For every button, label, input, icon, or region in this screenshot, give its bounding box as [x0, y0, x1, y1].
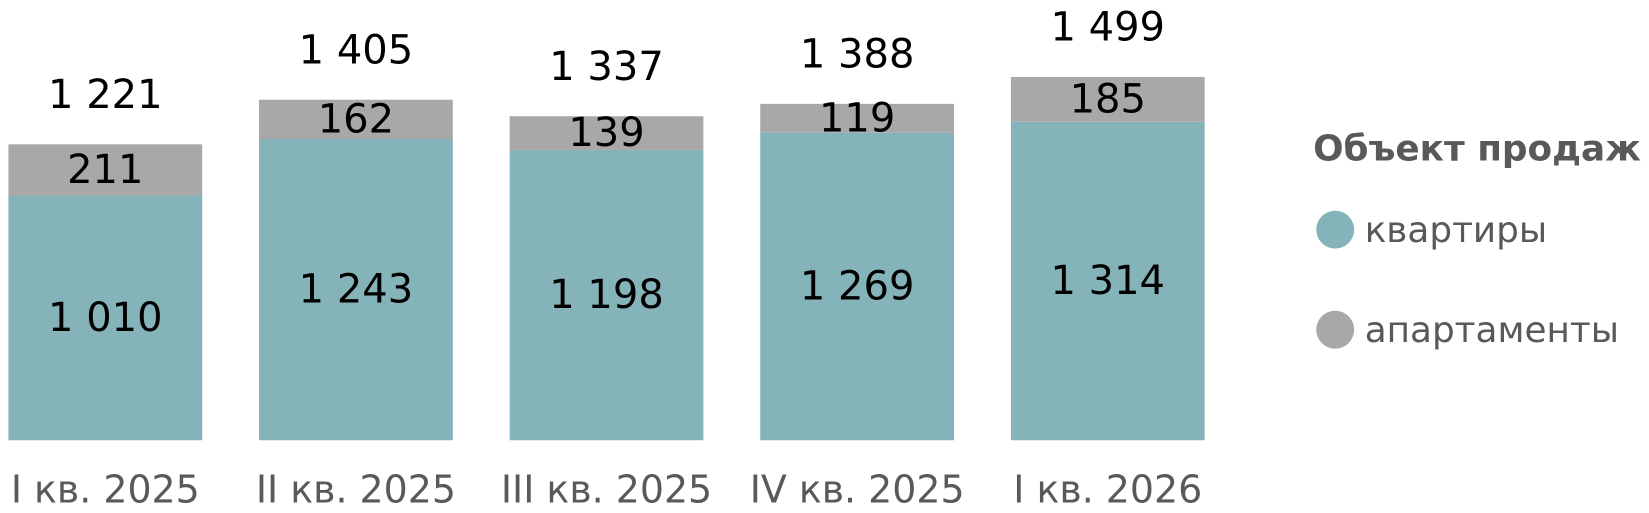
bar-segment — [760, 103, 955, 133]
value-label: 119 — [819, 95, 895, 141]
value-label: 1 010 — [48, 295, 163, 341]
bar-segment — [509, 149, 704, 441]
value-label: 139 — [568, 110, 644, 156]
value-label: 1 243 — [299, 267, 414, 313]
bar-segment — [8, 144, 203, 196]
bar-segment — [259, 139, 453, 441]
value-label: 1 198 — [549, 272, 664, 318]
total-label: 1 337 — [549, 44, 664, 90]
bar-segment — [1010, 76, 1205, 122]
bar-segment — [760, 132, 955, 441]
value-label: 211 — [67, 147, 143, 193]
x-tick-label: I кв. 2026 — [1013, 467, 1202, 511]
x-tick-label: III кв. 2025 — [501, 467, 712, 511]
value-label: 162 — [318, 96, 394, 142]
total-label: 1 221 — [48, 72, 163, 118]
x-tick-label: II кв. 2025 — [256, 467, 456, 511]
bar-segment — [509, 116, 704, 150]
total-label: 1 388 — [800, 31, 915, 77]
total-label: 1 405 — [299, 27, 414, 73]
x-tick-label: IV кв. 2025 — [750, 467, 965, 511]
legend-marker — [1316, 310, 1355, 349]
legend-label: апартаменты — [1365, 310, 1619, 351]
bar-segment — [8, 195, 203, 441]
x-tick-label: I кв. 2025 — [11, 467, 200, 511]
legend-label: квартиры — [1365, 210, 1547, 251]
bar-segment — [1010, 121, 1205, 441]
total-label: 1 499 — [1050, 5, 1165, 51]
value-label: 185 — [1070, 76, 1146, 122]
legend-title: Объект продаж — [1313, 129, 1641, 170]
legend-marker — [1316, 210, 1355, 249]
value-label: 1 314 — [1050, 258, 1165, 304]
bar-segment — [259, 99, 453, 140]
value-label: 1 269 — [800, 264, 915, 310]
